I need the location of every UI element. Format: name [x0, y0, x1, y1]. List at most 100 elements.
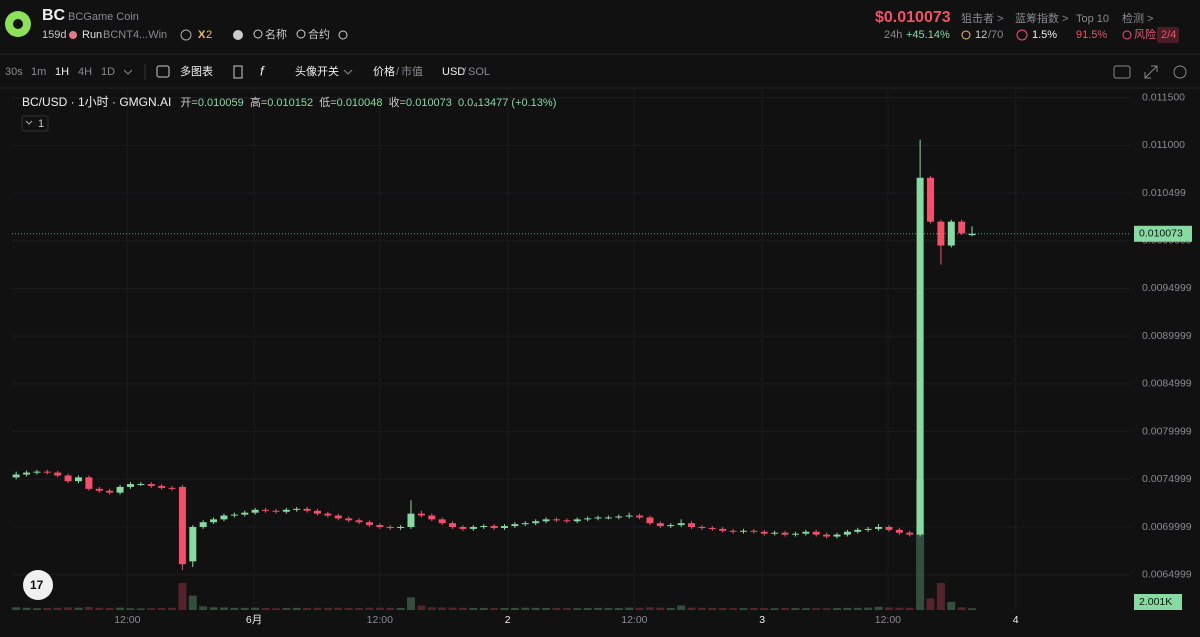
- volume-bar: [697, 607, 706, 610]
- interval[interactable]: 1H: [55, 66, 69, 78]
- candle-body: [116, 486, 124, 493]
- top10-label: Top 10: [1076, 13, 1109, 25]
- interval[interactable]: 1m: [31, 66, 46, 78]
- tradingview-logo[interactable]: [23, 570, 53, 600]
- change-period: 24h: [884, 29, 902, 41]
- volume-bar: [417, 605, 426, 610]
- interval[interactable]: 4H: [78, 66, 92, 78]
- fullscreen-icon[interactable]: [1144, 65, 1158, 79]
- token-age: 159d: [42, 29, 66, 41]
- candle-body: [199, 522, 207, 527]
- volume-bar: [219, 607, 228, 610]
- indicator-toggle[interactable]: [21, 115, 49, 132]
- volume-label: 2.001K: [1139, 596, 1172, 608]
- contract-search[interactable]: 合约: [308, 27, 330, 41]
- candle-body: [469, 526, 477, 529]
- volume-bar: [770, 608, 779, 610]
- snipers: 12: [975, 29, 987, 41]
- sol-toggle[interactable]: SOL: [468, 66, 490, 78]
- volume-bar: [521, 607, 530, 610]
- share-icon[interactable]: [338, 30, 348, 40]
- bluechip-label[interactable]: 蓝筹指数 >: [1015, 11, 1068, 25]
- candle-body: [345, 518, 353, 521]
- chevron[interactable]: [343, 69, 353, 75]
- volume-bar: [500, 608, 509, 610]
- volume-bar: [230, 607, 239, 610]
- volume-bar: [510, 607, 519, 610]
- usd-toggle[interactable]: USD: [442, 66, 465, 78]
- x-icon[interactable]: X: [198, 29, 206, 41]
- candle-body: [615, 516, 623, 518]
- volume-bar: [334, 607, 343, 610]
- volume-bar: [905, 607, 914, 610]
- run-icon: [69, 31, 77, 39]
- multi-chart-icon[interactable]: [156, 65, 170, 78]
- candle-body: [501, 526, 509, 528]
- volume-bar: [22, 607, 31, 610]
- name-search[interactable]: 名称: [265, 27, 287, 41]
- price-toggle[interactable]: 价格: [373, 64, 395, 78]
- grid: [12, 90, 1130, 610]
- volume-bar: [490, 608, 499, 610]
- chevron[interactable]: [25, 120, 33, 125]
- candle-body: [895, 529, 903, 533]
- search-icon[interactable]: [296, 29, 306, 39]
- candle-body: [781, 532, 789, 535]
- candle-body: [95, 488, 103, 491]
- volume-bar: [240, 607, 249, 610]
- volume-bar: [95, 607, 104, 610]
- market-cap-toggle[interactable]: 市值: [401, 64, 423, 78]
- y-tick-label: 0.0064999: [1142, 568, 1192, 580]
- check-label[interactable]: 检测 >: [1122, 11, 1153, 25]
- fx-icon[interactable]: f: [260, 63, 265, 78]
- legend-change: 0.0₄13477 (+0.13%): [458, 97, 556, 109]
- candle-body: [708, 527, 716, 529]
- y-tick-label: 0.0079999: [1142, 425, 1192, 437]
- candle-body: [407, 513, 415, 527]
- volume-bar: [438, 607, 447, 610]
- volume-bar: [74, 607, 83, 610]
- discord-icon[interactable]: [233, 30, 243, 40]
- creator[interactable]: BCNT4...Win: [103, 29, 167, 41]
- candle-body: [552, 519, 560, 521]
- snipers-label[interactable]: 狙击者 >: [961, 12, 1003, 25]
- candle-body: [33, 471, 41, 473]
- y-tick-label: 0.0084999: [1142, 378, 1192, 390]
- volume-bar: [303, 608, 312, 610]
- candle-body: [729, 530, 737, 532]
- volume-bar: [687, 607, 696, 610]
- settings-icon[interactable]: [1173, 65, 1187, 79]
- chevron[interactable]: [123, 69, 133, 75]
- volume-bar: [292, 607, 301, 610]
- website-icon[interactable]: [180, 29, 192, 41]
- volume-bar: [261, 608, 270, 610]
- candle-body: [771, 532, 779, 534]
- legend-close: 0.010073: [406, 97, 452, 109]
- multi-chart[interactable]: 多图表: [180, 64, 213, 78]
- volume-bar: [458, 607, 467, 610]
- y-tick-label: 0.0074999: [1142, 473, 1192, 485]
- volume-bar: [32, 608, 41, 610]
- volume-bar: [53, 607, 62, 610]
- snipers-icon: [961, 30, 971, 40]
- candle-body: [843, 531, 851, 535]
- candle-body: [43, 471, 51, 473]
- candle-body: [563, 520, 571, 522]
- indicator-icon[interactable]: [233, 65, 243, 79]
- interval[interactable]: 1D: [101, 66, 115, 78]
- candle-body: [812, 531, 820, 535]
- volume-bar: [396, 607, 405, 610]
- avatar-toggle[interactable]: 头像开关: [295, 64, 339, 78]
- candle-body: [573, 519, 581, 522]
- candle-body: [376, 525, 384, 527]
- candle-body: [833, 534, 841, 537]
- volume-bar: [645, 607, 654, 610]
- volume-bar: [147, 608, 156, 610]
- volume-bar: [656, 607, 665, 610]
- token-symbol: BC: [42, 7, 66, 24]
- search-icon[interactable]: [253, 29, 263, 39]
- interval[interactable]: 30s: [5, 66, 23, 78]
- candle-body: [303, 508, 311, 511]
- screenshot-icon[interactable]: [1113, 65, 1131, 79]
